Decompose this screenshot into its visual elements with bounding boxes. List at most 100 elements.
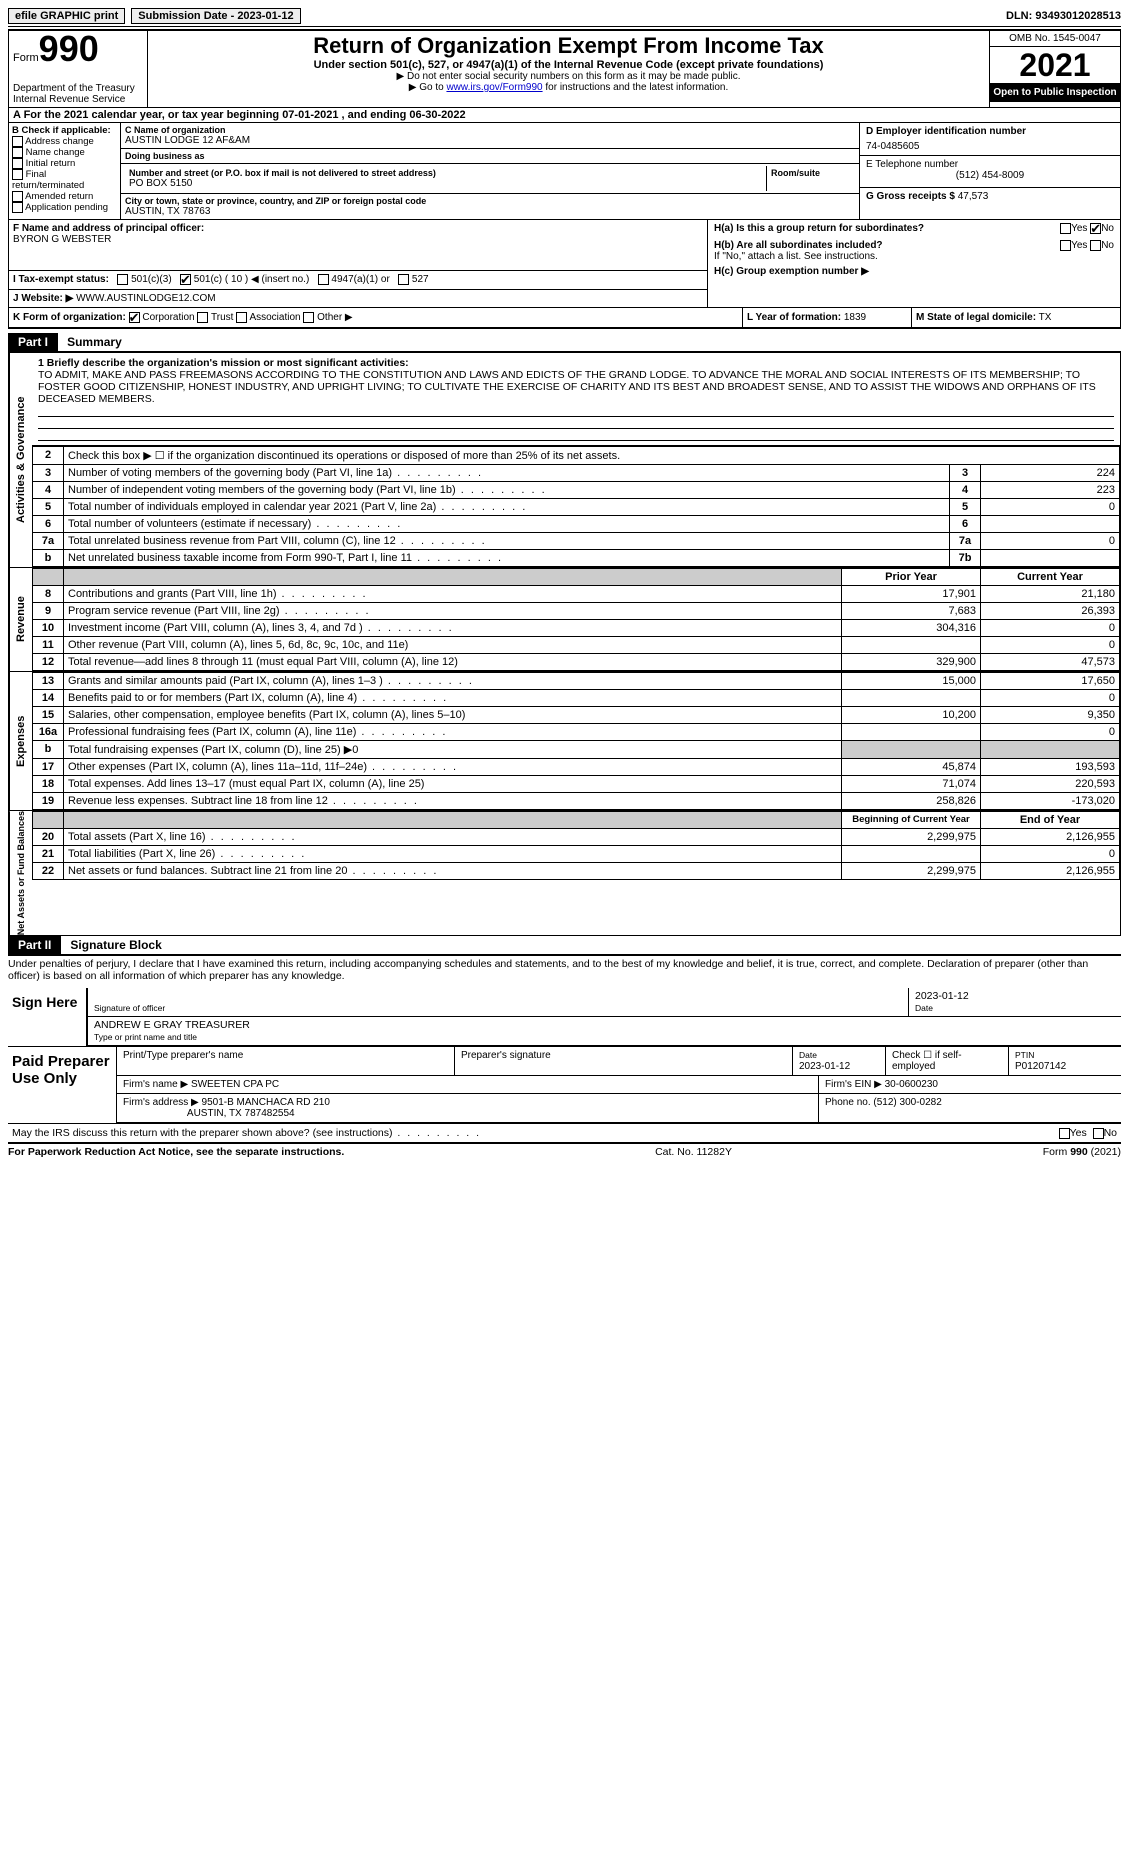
- line19-cy: -173,020: [981, 792, 1120, 809]
- line18-py: 71,074: [842, 775, 981, 792]
- l-label: L Year of formation:: [747, 312, 841, 323]
- lower-identification: F Name and address of principal officer:…: [8, 220, 1121, 307]
- room-label: Room/suite: [771, 168, 851, 178]
- pra-notice: For Paperwork Reduction Act Notice, see …: [8, 1146, 344, 1158]
- ha-label: H(a) Is this a group return for subordin…: [714, 223, 924, 234]
- line11-text: Other revenue (Part VIII, column (A), li…: [64, 636, 842, 653]
- line7a-text: Total unrelated business revenue from Pa…: [64, 532, 950, 549]
- chk-discuss-no[interactable]: [1093, 1128, 1104, 1139]
- chk-501c[interactable]: [180, 274, 191, 285]
- line20-text: Total assets (Part X, line 16): [64, 828, 842, 845]
- side-label-expenses: Expenses: [9, 672, 32, 810]
- chk-amended[interactable]: [12, 191, 23, 202]
- chk-4947[interactable]: [318, 274, 329, 285]
- line22-text: Net assets or fund balances. Subtract li…: [64, 862, 842, 879]
- chk-501c3[interactable]: [117, 274, 128, 285]
- prep-date-hdr: Date: [799, 1050, 817, 1060]
- form990-link[interactable]: www.irs.gov/Form990: [446, 82, 542, 93]
- line6-val: [981, 515, 1120, 532]
- signer-name: ANDREW E GRAY TREASURER: [94, 1019, 250, 1031]
- line8-cy: 21,180: [981, 585, 1120, 602]
- revenue-section: Revenue Prior YearCurrent Year 8Contribu…: [8, 568, 1121, 672]
- chk-ha-no[interactable]: [1090, 223, 1101, 234]
- m-label: M State of legal domicile:: [916, 312, 1036, 323]
- top-bar: efile GRAPHIC print Submission Date - 20…: [8, 8, 1121, 27]
- prep-name-hdr: Print/Type preparer's name: [117, 1047, 455, 1075]
- line18-cy: 220,593: [981, 775, 1120, 792]
- side-label-net-assets: Net Assets or Fund Balances: [9, 811, 32, 935]
- mission-text: TO ADMIT, MAKE AND PASS FREEMASONS ACCOR…: [38, 369, 1096, 405]
- chk-address-change[interactable]: [12, 136, 23, 147]
- firm-addr2: AUSTIN, TX 787482554: [187, 1108, 295, 1119]
- goto-post: for instructions and the latest informat…: [543, 82, 729, 93]
- sig-date: 2023-01-12: [915, 990, 969, 1002]
- form-subtitle: Under section 501(c), 527, or 4947(a)(1)…: [152, 59, 985, 71]
- line13-cy: 17,650: [981, 672, 1120, 689]
- chk-name-change[interactable]: [12, 147, 23, 158]
- line17-py: 45,874: [842, 758, 981, 775]
- k-label: K Form of organization:: [13, 312, 126, 323]
- efile-badge: efile GRAPHIC print: [8, 8, 125, 24]
- prep-date: 2023-01-12: [799, 1061, 850, 1072]
- chk-discuss-yes[interactable]: [1059, 1128, 1070, 1139]
- line16b-text: Total fundraising expenses (Part IX, col…: [64, 740, 842, 758]
- l-value: 1839: [844, 312, 866, 323]
- phone-label: E Telephone number: [866, 159, 1114, 170]
- chk-trust[interactable]: [197, 312, 208, 323]
- chk-initial-return[interactable]: [12, 158, 23, 169]
- chk-final-return[interactable]: [12, 169, 23, 180]
- line10-cy: 0: [981, 619, 1120, 636]
- line19-py: 258,826: [842, 792, 981, 809]
- form-number: 990: [39, 28, 99, 69]
- dba-label: Doing business as: [125, 151, 855, 161]
- officer-name: BYRON G WEBSTER: [13, 234, 111, 245]
- current-year-hdr: Current Year: [981, 568, 1120, 585]
- line8-text: Contributions and grants (Part VIII, lin…: [64, 585, 842, 602]
- line21-eoy: 0: [981, 845, 1120, 862]
- m-value: TX: [1039, 312, 1052, 323]
- firm-ein: 30-0600230: [885, 1079, 938, 1090]
- paid-preparer-label: Paid Preparer Use Only: [8, 1047, 117, 1123]
- chk-hb-yes[interactable]: [1060, 240, 1071, 251]
- line5-val: 0: [981, 498, 1120, 515]
- line3-val: 224: [981, 464, 1120, 481]
- chk-corp[interactable]: [129, 312, 140, 323]
- ein-value: 74-0485605: [866, 141, 1114, 152]
- submission-date-badge: Submission Date - 2023-01-12: [131, 8, 300, 24]
- net-assets-section: Net Assets or Fund Balances Beginning of…: [8, 811, 1121, 936]
- expenses-section: Expenses 13Grants and similar amounts pa…: [8, 672, 1121, 811]
- hb-label: H(b) Are all subordinates included?: [714, 240, 883, 251]
- eoy-hdr: End of Year: [981, 811, 1120, 828]
- discuss-question: May the IRS discuss this return with the…: [12, 1127, 481, 1139]
- part1-tag: Part I: [8, 333, 58, 351]
- address-value: PO BOX 5150: [129, 178, 762, 189]
- line12-py: 329,900: [842, 653, 981, 670]
- form-header: Form990 Department of the Treasury Inter…: [8, 29, 1121, 108]
- line15-text: Salaries, other compensation, employee b…: [64, 706, 842, 723]
- identification-grid: B Check if applicable: Address change Na…: [8, 123, 1121, 220]
- line17-cy: 193,593: [981, 758, 1120, 775]
- form-footer: Form 990 (2021): [1043, 1146, 1121, 1158]
- chk-assoc[interactable]: [236, 312, 247, 323]
- website-value: WWW.AUSTINLODGE12.COM: [76, 293, 215, 304]
- chk-hb-no[interactable]: [1090, 240, 1101, 251]
- side-label-ag: Activities & Governance: [9, 353, 32, 567]
- sign-here-label: Sign Here: [8, 988, 86, 1046]
- line7b-val: [981, 549, 1120, 566]
- ssn-note: ▶ Do not enter social security numbers o…: [152, 71, 985, 82]
- chk-app-pending[interactable]: [12, 202, 23, 213]
- line13-text: Grants and similar amounts paid (Part IX…: [64, 672, 842, 689]
- line11-py: [842, 636, 981, 653]
- boy-hdr: Beginning of Current Year: [842, 811, 981, 828]
- chk-527[interactable]: [398, 274, 409, 285]
- line22-eoy: 2,126,955: [981, 862, 1120, 879]
- org-name: AUSTIN LODGE 12 AF&AM: [125, 135, 855, 146]
- line21-boy: [842, 845, 981, 862]
- line12-text: Total revenue—add lines 8 through 11 (mu…: [64, 653, 842, 670]
- chk-ha-yes[interactable]: [1060, 223, 1071, 234]
- col-b-checkboxes: B Check if applicable: Address change Na…: [9, 123, 121, 219]
- chk-other[interactable]: [303, 312, 314, 323]
- line4-val: 223: [981, 481, 1120, 498]
- line2-text: Check this box ▶ ☐ if the organization d…: [64, 446, 1120, 464]
- sig-date-label: Date: [915, 1003, 933, 1013]
